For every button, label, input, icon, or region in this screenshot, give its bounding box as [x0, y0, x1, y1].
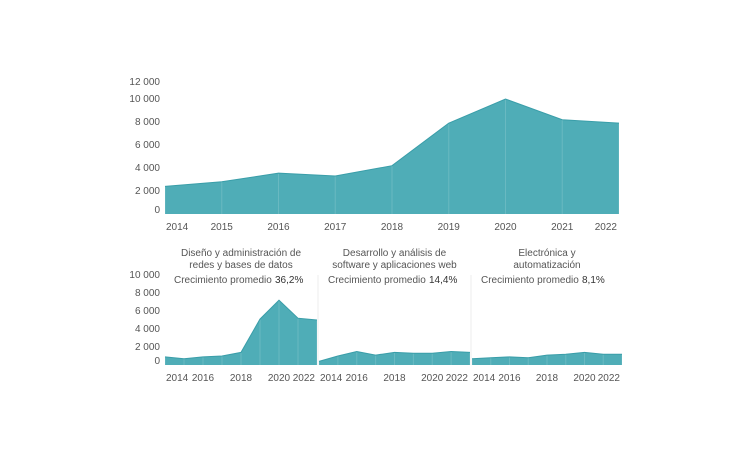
x-tick-label: 2020 — [421, 373, 444, 384]
y-tick-label: 8 000 — [135, 288, 160, 299]
x-tick-label: 2018 — [230, 373, 253, 384]
area-series-2 — [319, 351, 470, 365]
area-series-3 — [472, 352, 622, 365]
x-tick-label: 2021 — [551, 222, 574, 233]
x-tick-label: 2022 — [595, 222, 618, 233]
y-tick-label: 4 000 — [135, 163, 160, 174]
y-tick-label: 6 000 — [135, 306, 160, 317]
x-tick-label: 2019 — [438, 222, 461, 233]
series-line-0 — [164, 98, 620, 187]
y-tick-label: 6 000 — [135, 140, 160, 151]
y-tick-label: 12 000 — [129, 77, 160, 88]
x-tick-label: 2014 — [166, 222, 189, 233]
x-tick-label: 2014 — [473, 373, 496, 384]
x-tick-label: 2020 — [494, 222, 517, 233]
x-tick-label: 2015 — [211, 222, 234, 233]
y-tick-label: 2 000 — [135, 342, 160, 353]
panel-title: automatización — [513, 260, 580, 271]
growth-label: Crecimiento promedio — [328, 275, 426, 286]
panel-title: Desarrollo y análisis de — [343, 248, 447, 259]
x-tick-label: 2018 — [536, 373, 559, 384]
growth-value: 14,4% — [429, 275, 457, 286]
growth-label: Crecimiento promedio — [481, 275, 579, 286]
x-tick-label: 2022 — [446, 373, 469, 384]
series-line-1 — [164, 299, 318, 360]
growth-value: 36,2% — [275, 275, 303, 286]
x-tick-label: 2014 — [166, 373, 189, 384]
y-tick-label: 10 000 — [129, 94, 160, 105]
x-tick-label: 2022 — [293, 373, 316, 384]
x-tick-label: 2018 — [381, 222, 404, 233]
x-tick-label: 2020 — [573, 373, 596, 384]
panel-title: redes y bases de datos — [189, 260, 292, 271]
x-tick-label: 2016 — [346, 373, 369, 384]
growth-label: Crecimiento promedio — [174, 275, 272, 286]
x-tick-label: 2018 — [383, 373, 406, 384]
panel-title: software y aplicaciones web — [332, 260, 457, 271]
x-tick-label: 2016 — [192, 373, 215, 384]
y-tick-label: 10 000 — [129, 270, 160, 281]
y-tick-label: 4 000 — [135, 324, 160, 335]
x-tick-label: 2022 — [598, 373, 621, 384]
y-tick-label: 0 — [154, 205, 160, 216]
panel-title: Diseño y administración de — [181, 248, 301, 259]
x-tick-label: 2017 — [324, 222, 347, 233]
x-tick-label: 2014 — [320, 373, 343, 384]
x-tick-label: 2016 — [498, 373, 521, 384]
y-tick-label: 2 000 — [135, 186, 160, 197]
growth-value: 8,1% — [582, 275, 605, 286]
area-series-1 — [165, 300, 317, 365]
x-tick-label: 2020 — [268, 373, 291, 384]
panel-title: Electrónica y — [518, 248, 575, 259]
y-tick-label: 8 000 — [135, 117, 160, 128]
series-line-3 — [471, 351, 622, 360]
area-series-0 — [165, 99, 619, 214]
series-line-2 — [318, 350, 471, 362]
y-tick-label: 0 — [154, 356, 160, 367]
x-tick-label: 2016 — [267, 222, 290, 233]
